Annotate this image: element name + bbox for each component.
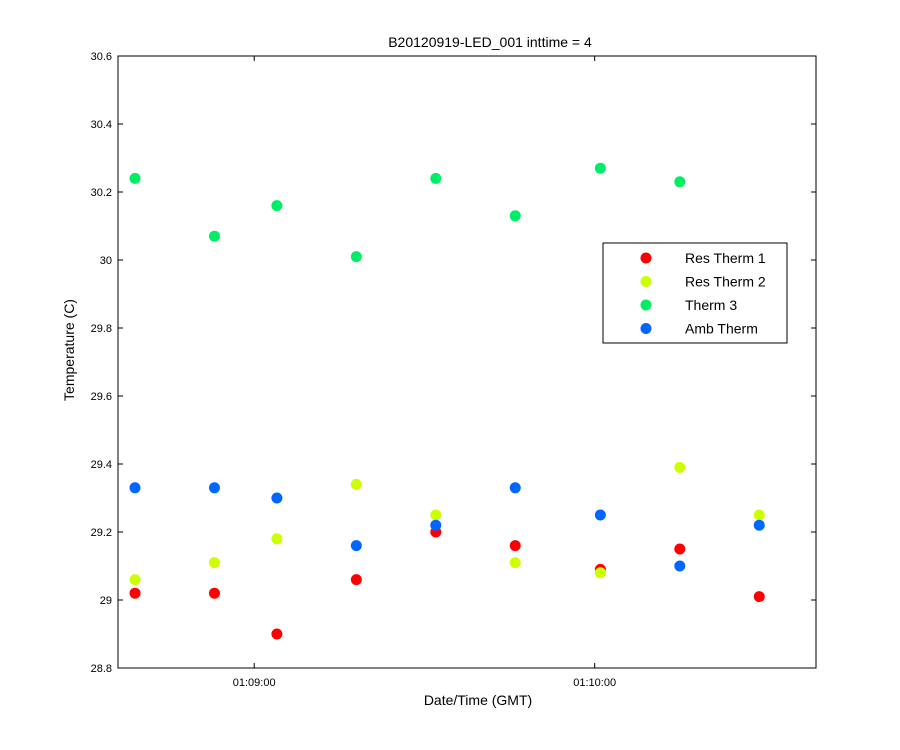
data-point-res-therm-1 — [509, 540, 521, 552]
data-point-amb-therm — [674, 560, 686, 572]
data-point-res-therm-2 — [350, 478, 362, 490]
data-point-amb-therm — [129, 482, 141, 494]
data-point-res-therm-1 — [753, 591, 765, 603]
legend-marker-amb-therm — [640, 323, 652, 334]
data-point-res-therm-2 — [271, 533, 283, 545]
series-res-therm-2 — [129, 461, 765, 586]
data-point-therm-3 — [350, 251, 362, 263]
data-point-res-therm-1 — [674, 543, 686, 555]
data-point-therm-3 — [509, 210, 521, 222]
y-tick-label: 28.8 — [91, 663, 112, 675]
y-tick-label: 29.6 — [91, 391, 112, 403]
data-point-therm-3 — [594, 162, 606, 174]
legend: Res Therm 1 Res Therm 2 Therm 3 Amb Therm — [602, 242, 788, 344]
data-point-res-therm-2 — [753, 509, 765, 521]
legend-box — [602, 242, 788, 344]
y-tick-label: 30.2 — [91, 187, 112, 199]
legend-marker-res-therm-1 — [640, 252, 652, 264]
data-point-amb-therm — [271, 492, 283, 504]
y-tick-label: 29.4 — [91, 459, 112, 471]
legend-label-res-therm-2: Res Therm 2 — [685, 274, 766, 290]
x-tick-label: 01:10:00 — [573, 677, 616, 689]
data-point-amb-therm — [509, 482, 521, 494]
data-point-res-therm-2 — [129, 574, 141, 586]
data-point-therm-3 — [271, 200, 283, 212]
data-point-therm-3 — [208, 230, 220, 242]
y-tick-label: 29.8 — [91, 323, 112, 335]
data-point-amb-therm — [208, 482, 220, 494]
legend-label-res-therm-1: Res Therm 1 — [685, 250, 766, 266]
data-point-amb-therm — [594, 509, 606, 521]
y-axis-label: Temperature (C) — [61, 299, 77, 401]
data-point-res-therm-1 — [208, 587, 220, 599]
x-tick-label: 01:09:00 — [233, 677, 276, 689]
data-point-therm-3 — [674, 176, 686, 188]
data-point-therm-3 — [129, 172, 141, 184]
data-point-therm-3 — [430, 172, 442, 184]
data-point-amb-therm — [430, 519, 442, 531]
data-point-res-therm-2 — [208, 557, 220, 569]
data-point-res-therm-1 — [271, 628, 283, 640]
data-markers — [129, 162, 765, 640]
legend-marker-therm-3 — [640, 299, 652, 311]
x-axis-ticks: 01:09:00 01:10:00 — [233, 56, 616, 689]
y-tick-label: 30 — [100, 255, 112, 267]
y-axis-ticks: 28.8 29 29.2 29.4 29.6 29.8 30 30.2 30.4 30.6 — [91, 51, 816, 675]
series-res-therm-1 — [129, 526, 765, 640]
series-amb-therm — [129, 482, 765, 572]
data-point-res-therm-1 — [350, 574, 362, 586]
y-tick-label: 30.4 — [91, 119, 112, 131]
y-tick-label: 30.6 — [91, 51, 112, 63]
chart-title: B20120919-LED_001 inttime = 4 — [388, 34, 592, 50]
data-point-amb-therm — [753, 519, 765, 531]
y-tick-label: 29.2 — [91, 527, 112, 539]
data-point-amb-therm — [350, 540, 362, 552]
legend-marker-res-therm-2 — [640, 276, 652, 287]
legend-label-amb-therm: Amb Therm — [685, 321, 758, 337]
data-point-res-therm-1 — [129, 587, 141, 599]
data-point-res-therm-2 — [430, 509, 442, 521]
data-point-res-therm-2 — [674, 461, 686, 473]
data-point-res-therm-2 — [509, 557, 521, 569]
x-axis-label: Date/Time (GMT) — [424, 692, 532, 708]
legend-label-therm-3: Therm 3 — [685, 297, 737, 313]
y-tick-label: 29 — [100, 595, 112, 607]
data-point-res-therm-2 — [594, 567, 606, 579]
plot-area — [117, 55, 817, 669]
